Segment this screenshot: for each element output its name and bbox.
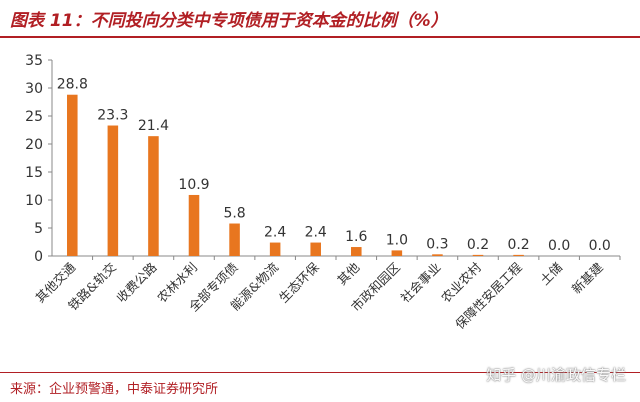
data-label: 21.4	[138, 118, 169, 134]
y-tick-label: 0	[34, 249, 43, 265]
bar	[310, 242, 321, 256]
category-label: 其他	[334, 259, 363, 288]
bar	[67, 94, 78, 256]
bar	[472, 254, 484, 256]
bar	[107, 125, 119, 257]
bar-chart: 0510152025303528.8其他交通23.3铁路&轨交21.4收费公路1…	[25, 53, 621, 332]
y-tick-label: 5	[34, 221, 43, 237]
data-label: 28.8	[57, 77, 88, 93]
title-rule	[0, 36, 640, 38]
data-label: 1.6	[345, 229, 367, 245]
title-bar: 图表 11：不同投向分类中专项债用于资本金的比例（%）	[0, 0, 640, 40]
bar	[351, 247, 362, 256]
watermark: 知乎 @川渝政信专栏	[486, 366, 626, 384]
data-label: 0.3	[426, 236, 448, 252]
data-label: 10.9	[178, 177, 209, 193]
data-label: 0.0	[548, 238, 570, 254]
y-tick-label: 15	[25, 165, 43, 181]
category-label: 社会事业	[398, 260, 444, 306]
data-label: 2.4	[305, 225, 327, 241]
y-tick-label: 25	[25, 109, 43, 125]
data-label: 2.4	[264, 225, 286, 241]
data-label: 0.0	[589, 238, 611, 254]
data-label: 5.8	[223, 206, 245, 222]
bar	[229, 223, 240, 256]
chart-title: 图表 11：不同投向分类中专项债用于资本金的比例（%）	[10, 11, 448, 31]
data-label: 0.2	[467, 237, 489, 253]
footer-rule	[0, 372, 640, 373]
data-label: 23.3	[97, 108, 128, 124]
bar	[148, 136, 159, 256]
y-tick-label: 35	[25, 53, 43, 69]
category-label: 生态环保	[276, 259, 322, 305]
category-label: 收费公路	[114, 259, 160, 305]
bar	[269, 242, 281, 256]
bar	[188, 194, 200, 256]
data-label: 0.2	[507, 237, 529, 253]
bar	[513, 254, 524, 256]
y-tick-label: 30	[25, 81, 43, 97]
y-tick-label: 20	[25, 137, 43, 153]
bar	[391, 250, 403, 256]
bar	[432, 254, 443, 256]
data-label: 1.0	[386, 232, 408, 248]
category-label: 新基建	[569, 259, 606, 296]
y-tick-label: 10	[25, 193, 43, 209]
source-note: 来源：企业预警通，中泰证券研究所	[10, 382, 219, 397]
category-label: 土储	[537, 260, 565, 288]
